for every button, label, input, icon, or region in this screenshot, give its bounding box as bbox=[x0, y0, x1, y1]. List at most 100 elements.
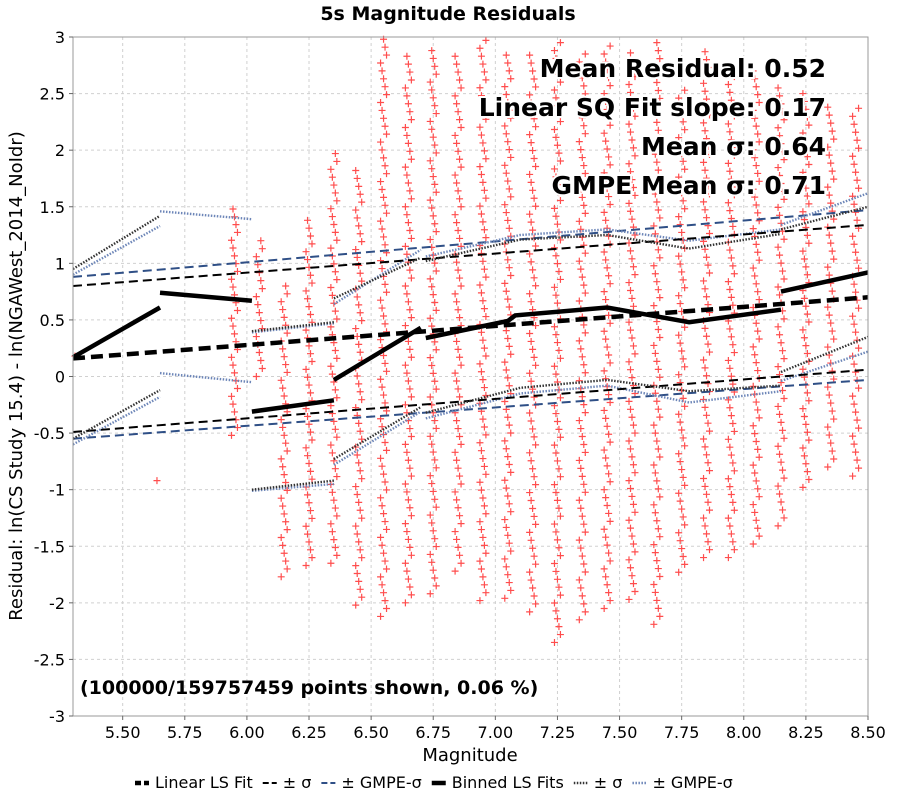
scatter-point bbox=[600, 169, 608, 177]
scatter-point bbox=[675, 134, 683, 142]
scatter-point bbox=[407, 353, 415, 361]
scatter-point bbox=[676, 339, 684, 347]
scatter-point bbox=[553, 62, 561, 70]
scatter-point bbox=[679, 118, 687, 126]
scatter-point bbox=[805, 318, 813, 326]
x-tick-label: 5.75 bbox=[167, 723, 203, 742]
scatter-point bbox=[780, 156, 788, 164]
scatter-point bbox=[653, 397, 661, 405]
scatter-point bbox=[556, 512, 564, 520]
scatter-point bbox=[705, 348, 713, 356]
scatter-point bbox=[577, 425, 585, 433]
scatter-point bbox=[656, 254, 664, 262]
scatter-point bbox=[581, 448, 589, 456]
scatter-point bbox=[355, 182, 363, 190]
scatter-point bbox=[453, 535, 461, 543]
scatter-point bbox=[603, 502, 611, 510]
scatter-point bbox=[457, 440, 465, 448]
scatter-point bbox=[403, 567, 411, 575]
scatter-point bbox=[479, 376, 487, 384]
scatter-point bbox=[628, 413, 636, 421]
scatter-point bbox=[333, 512, 341, 520]
scatter-point bbox=[552, 528, 560, 536]
scatter-point bbox=[824, 143, 832, 151]
scatter-point bbox=[230, 330, 238, 338]
scatter-point bbox=[457, 480, 465, 488]
scatter-point bbox=[628, 334, 636, 342]
scatter-point bbox=[777, 179, 785, 187]
scatter-point bbox=[729, 341, 737, 349]
scatter-point bbox=[377, 138, 385, 146]
scatter-point bbox=[800, 334, 808, 342]
scatter-point bbox=[403, 52, 411, 60]
scatter-point bbox=[625, 279, 633, 287]
scatter-point bbox=[656, 612, 664, 620]
scatter-point bbox=[476, 84, 484, 92]
scatter-point bbox=[305, 538, 313, 546]
scatter-point bbox=[575, 138, 583, 146]
scatter-point bbox=[229, 244, 237, 252]
scatter-point bbox=[654, 365, 662, 373]
scatter-column bbox=[550, 39, 564, 646]
scatter-point bbox=[507, 508, 515, 516]
scatter-point bbox=[431, 102, 439, 110]
scatter-point bbox=[403, 131, 411, 139]
scatter-point bbox=[704, 64, 712, 72]
scatter-point bbox=[600, 129, 608, 137]
scatter-point bbox=[803, 192, 811, 200]
legend-item: ± σ bbox=[262, 773, 311, 792]
scatter-point bbox=[605, 232, 613, 240]
scatter-point bbox=[378, 462, 386, 470]
scatter-point bbox=[749, 106, 757, 114]
scatter-point bbox=[681, 126, 689, 134]
scatter-point bbox=[602, 414, 610, 422]
scatter-point bbox=[529, 266, 537, 274]
scatter-point bbox=[282, 439, 290, 447]
scatter-point bbox=[678, 545, 686, 553]
scatter-point bbox=[530, 473, 538, 481]
scatter-point bbox=[675, 450, 683, 458]
scatter-point bbox=[780, 394, 788, 402]
scatter-point bbox=[803, 350, 811, 358]
scatter-point bbox=[752, 437, 760, 445]
scatter-point bbox=[307, 350, 315, 358]
scatter-point bbox=[730, 427, 738, 435]
scatter-point bbox=[803, 271, 811, 279]
scatter-point bbox=[233, 385, 241, 393]
x-tick-label: 7.00 bbox=[478, 723, 514, 742]
scatter-point bbox=[501, 122, 509, 130]
scatter-point bbox=[602, 177, 610, 185]
scatter-point bbox=[625, 120, 633, 128]
scatter-point bbox=[850, 160, 858, 168]
scatter-point bbox=[429, 212, 437, 220]
scatter-point bbox=[252, 253, 260, 261]
scatter-point bbox=[451, 369, 459, 377]
stat-label: Linear SQ Fit slope: 0.17 bbox=[479, 93, 826, 122]
scatter-point bbox=[504, 335, 512, 343]
scatter-point bbox=[600, 604, 608, 612]
scatter-point bbox=[605, 351, 613, 359]
scatter-point bbox=[451, 211, 459, 219]
scatter-point bbox=[377, 59, 385, 67]
scatter-point bbox=[550, 165, 558, 173]
scatter-point bbox=[678, 466, 686, 474]
scatter-point bbox=[527, 576, 535, 584]
scatter-point bbox=[383, 367, 391, 375]
scatter-point bbox=[407, 116, 415, 124]
scatter-point bbox=[774, 442, 782, 450]
scatter-point bbox=[502, 366, 510, 374]
scatter-point bbox=[705, 546, 713, 554]
scatter-point bbox=[302, 561, 310, 569]
scatter-point bbox=[606, 399, 614, 407]
scatter-point bbox=[429, 54, 437, 62]
scatter-point bbox=[705, 71, 713, 79]
scatter-point bbox=[451, 290, 459, 298]
scatter-point bbox=[482, 273, 490, 281]
scatter-point bbox=[600, 208, 608, 216]
scatter-point bbox=[429, 369, 437, 377]
scatter-column bbox=[526, 51, 540, 616]
scatter-point bbox=[527, 59, 535, 67]
scatter-point bbox=[754, 406, 762, 414]
scatter-point bbox=[380, 470, 388, 478]
scatter-point bbox=[724, 80, 732, 88]
